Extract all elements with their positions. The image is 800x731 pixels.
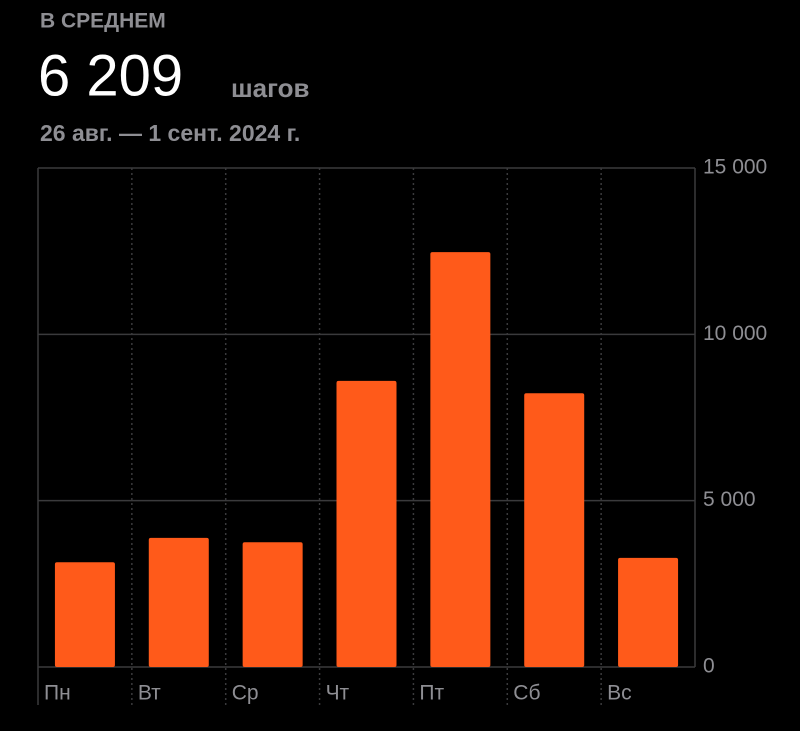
x-tick-label: Пн [44,682,71,705]
bar [618,557,679,667]
headline: 6 209 [38,43,183,108]
x-tick-label: Чт [326,682,350,705]
bar [54,562,115,667]
unit: шагов [231,73,309,103]
bar [430,252,491,667]
bar [148,537,209,667]
y-tick-label: 5 000 [703,488,756,511]
y-tick-label: 10 000 [703,322,767,345]
x-tick-label: Вт [138,682,161,705]
bar [336,380,397,667]
x-tick-label: Сб [513,682,540,705]
bar [524,393,585,667]
y-tick-label: 15 000 [703,156,767,179]
y-tick-label: 0 [703,655,715,678]
kicker: В СРЕДНЕМ [40,10,166,33]
x-tick-label: Вс [607,682,632,705]
x-tick-label: Ср [232,682,259,705]
x-tick-label: Пт [419,682,444,705]
bar [242,542,303,667]
subtitle: 26 авг. — 1 сент. 2024 г. [40,120,300,146]
